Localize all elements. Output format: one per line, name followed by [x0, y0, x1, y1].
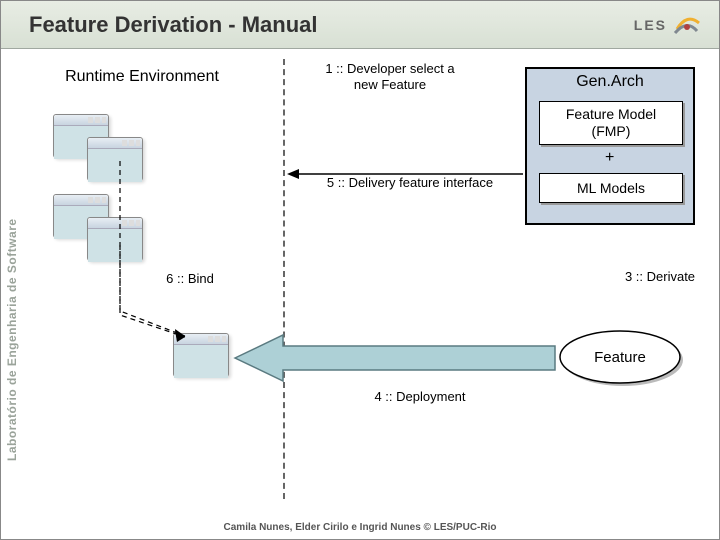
page-title: Feature Derivation - Manual [29, 12, 318, 38]
genarch-box: Gen.Arch Feature Model (FMP) + ML Models [525, 67, 695, 225]
genarch-title: Gen.Arch [527, 73, 693, 91]
logo-swoosh-icon [673, 11, 701, 39]
ml-models-box: ML Models [539, 173, 683, 203]
feature-ellipse: Feature [555, 327, 685, 387]
fmp-box: Feature Model (FMP) [539, 101, 683, 145]
step-4-label: 4 :: Deployment [355, 389, 485, 405]
logo-text: LES [634, 17, 667, 33]
slide-footer: Camila Nunes, Elder Cirilo e Ingrid Nune… [1, 517, 719, 539]
logo: LES [634, 11, 701, 39]
slide-header: Feature Derivation - Manual LES [1, 1, 719, 49]
sidebar-vertical-label: Laboratório de Engenharia de Software [5, 218, 19, 461]
step-1-label: 1 :: Developer select a new Feature [305, 61, 475, 94]
feature-ellipse-label: Feature [555, 327, 685, 387]
step-5-arrow [287, 167, 527, 185]
plus-sign: + [605, 149, 614, 167]
runtime-env-label: Runtime Environment [37, 67, 247, 87]
diagram-canvas: Runtime Environment 1 :: Developer selec… [25, 49, 719, 517]
divider-line [283, 59, 285, 499]
bind-arrow-2 [85, 245, 215, 360]
step-3-label: 3 :: Derivate [615, 269, 705, 285]
deployment-arrow [235, 333, 555, 383]
